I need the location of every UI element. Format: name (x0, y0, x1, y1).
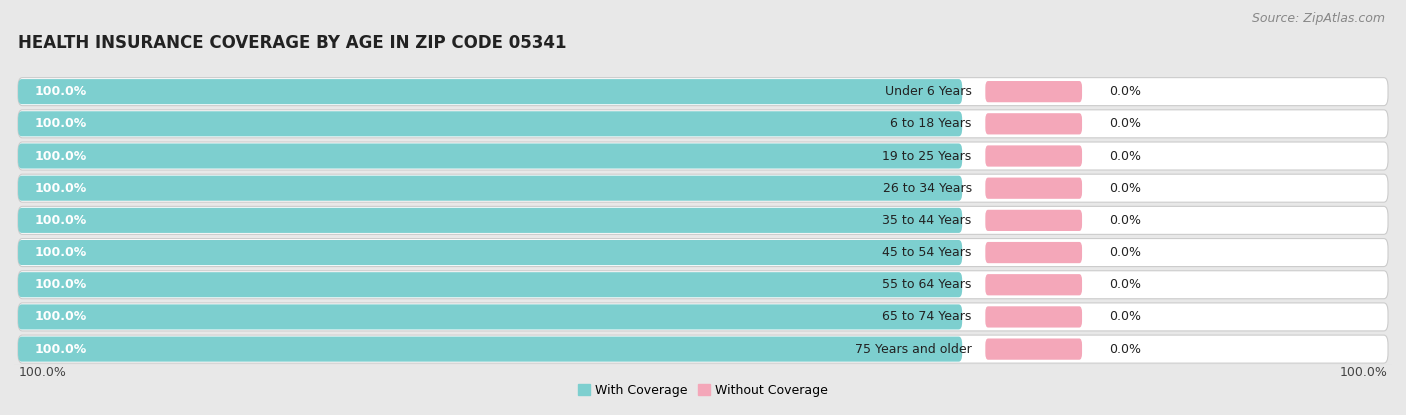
FancyBboxPatch shape (18, 142, 1388, 170)
Text: 6 to 18 Years: 6 to 18 Years (890, 117, 972, 130)
FancyBboxPatch shape (986, 210, 1083, 231)
FancyBboxPatch shape (18, 144, 962, 168)
FancyBboxPatch shape (986, 242, 1083, 263)
FancyBboxPatch shape (18, 239, 1388, 266)
Text: 55 to 64 Years: 55 to 64 Years (883, 278, 972, 291)
FancyBboxPatch shape (986, 81, 1083, 102)
Text: 100.0%: 100.0% (35, 117, 87, 130)
Text: Under 6 Years: Under 6 Years (884, 85, 972, 98)
Text: 65 to 74 Years: 65 to 74 Years (883, 310, 972, 323)
FancyBboxPatch shape (18, 337, 962, 361)
Text: 100.0%: 100.0% (35, 343, 87, 356)
Text: HEALTH INSURANCE COVERAGE BY AGE IN ZIP CODE 05341: HEALTH INSURANCE COVERAGE BY AGE IN ZIP … (18, 34, 567, 52)
Text: 100.0%: 100.0% (1340, 366, 1388, 379)
Text: 19 to 25 Years: 19 to 25 Years (883, 149, 972, 163)
FancyBboxPatch shape (986, 339, 1083, 360)
Text: 100.0%: 100.0% (35, 85, 87, 98)
Text: 75 Years and older: 75 Years and older (855, 343, 972, 356)
Text: 26 to 34 Years: 26 to 34 Years (883, 182, 972, 195)
Text: 100.0%: 100.0% (35, 278, 87, 291)
FancyBboxPatch shape (986, 145, 1083, 167)
FancyBboxPatch shape (18, 111, 962, 137)
Text: 0.0%: 0.0% (1109, 278, 1142, 291)
Text: 0.0%: 0.0% (1109, 246, 1142, 259)
Text: 35 to 44 Years: 35 to 44 Years (883, 214, 972, 227)
FancyBboxPatch shape (18, 272, 962, 297)
FancyBboxPatch shape (18, 79, 962, 104)
FancyBboxPatch shape (18, 303, 1388, 331)
FancyBboxPatch shape (18, 208, 962, 233)
Text: 100.0%: 100.0% (35, 214, 87, 227)
FancyBboxPatch shape (986, 274, 1083, 295)
FancyBboxPatch shape (18, 206, 1388, 234)
Text: 100.0%: 100.0% (35, 310, 87, 323)
FancyBboxPatch shape (18, 78, 1388, 106)
Text: 0.0%: 0.0% (1109, 85, 1142, 98)
Text: 0.0%: 0.0% (1109, 214, 1142, 227)
Legend: With Coverage, Without Coverage: With Coverage, Without Coverage (578, 384, 828, 397)
FancyBboxPatch shape (986, 178, 1083, 199)
Text: 100.0%: 100.0% (18, 366, 66, 379)
FancyBboxPatch shape (18, 271, 1388, 299)
Text: 45 to 54 Years: 45 to 54 Years (883, 246, 972, 259)
Text: 0.0%: 0.0% (1109, 117, 1142, 130)
Text: 0.0%: 0.0% (1109, 182, 1142, 195)
Text: 0.0%: 0.0% (1109, 343, 1142, 356)
Text: 100.0%: 100.0% (35, 246, 87, 259)
FancyBboxPatch shape (986, 306, 1083, 327)
FancyBboxPatch shape (18, 240, 962, 265)
Text: 0.0%: 0.0% (1109, 310, 1142, 323)
Text: 100.0%: 100.0% (35, 182, 87, 195)
Text: 100.0%: 100.0% (35, 149, 87, 163)
FancyBboxPatch shape (18, 110, 1388, 138)
FancyBboxPatch shape (986, 113, 1083, 134)
FancyBboxPatch shape (18, 335, 1388, 363)
FancyBboxPatch shape (18, 304, 962, 330)
FancyBboxPatch shape (18, 174, 1388, 202)
Text: Source: ZipAtlas.com: Source: ZipAtlas.com (1251, 12, 1385, 25)
Text: 0.0%: 0.0% (1109, 149, 1142, 163)
FancyBboxPatch shape (18, 176, 962, 201)
